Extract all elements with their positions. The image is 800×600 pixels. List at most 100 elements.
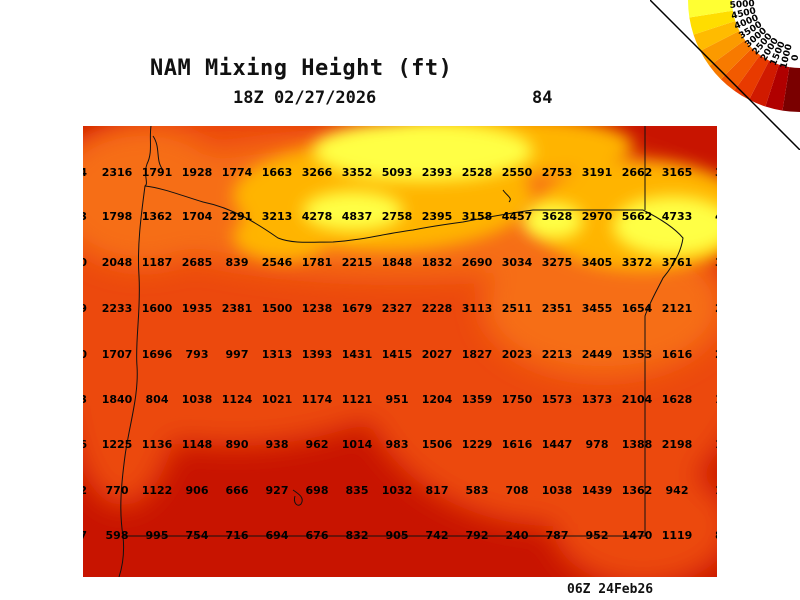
state-boundaries <box>118 126 684 577</box>
grid-value: 89 <box>715 529 717 542</box>
grid-value: 1038 <box>182 393 213 406</box>
grid-value: 4837 <box>342 210 373 223</box>
oregon-washington-border <box>144 185 643 243</box>
forecast-hour: 84 <box>532 88 553 108</box>
legend-level-label: 0 <box>791 54 800 61</box>
grid-value: 1148 <box>182 438 213 451</box>
grid-value: 3266 <box>302 166 333 179</box>
legend-diagonal <box>650 0 800 150</box>
grid-value: 1415 <box>382 348 413 361</box>
grid-value: 2753 <box>542 166 573 179</box>
legend-wedge <box>749 60 779 107</box>
grid-value: 2215 <box>342 256 373 269</box>
grid-value: 2546 <box>262 256 293 269</box>
mixing-height-map: 4 2316 1791 1928 1774 1663 3266 3352 5093 2393 252… <box>83 126 717 577</box>
valid-time: 18Z 02/27/2026 <box>233 88 377 108</box>
grid-value: 1122 <box>142 484 173 497</box>
grid-value: 839 <box>226 256 249 269</box>
grid-value: 3 <box>83 393 87 406</box>
grid-value: 1774 <box>222 166 253 179</box>
grid-value: 1014 <box>342 438 373 451</box>
grid-value: 1393 <box>302 348 333 361</box>
grid-value: 2 <box>83 484 87 497</box>
grid-value: 1704 <box>182 210 213 223</box>
grid-value: 1229 <box>462 438 493 451</box>
grid-value: 938 <box>266 438 289 451</box>
grid-value: 287 <box>715 302 717 315</box>
grid-value: 150 <box>715 393 717 406</box>
grid-value: 1373 <box>582 393 613 406</box>
grid-value: 6 <box>83 438 87 451</box>
grid-value: 0 <box>83 256 87 269</box>
grid-value: 4278 <box>302 210 333 223</box>
grid-value: 906 <box>186 484 209 497</box>
grid-value: 978 <box>586 438 609 451</box>
grid-value: 1628 <box>662 393 693 406</box>
grid-value: 742 <box>426 529 449 542</box>
grid-value: 2758 <box>382 210 413 223</box>
grid-value: 2213 <box>542 348 573 361</box>
grid-value: 3191 <box>582 166 613 179</box>
grid-value: 1204 <box>422 393 453 406</box>
grid-value: 2685 <box>182 256 213 269</box>
grid-value: 2351 <box>542 302 573 315</box>
grid-value: 983 <box>386 438 409 451</box>
grid-value: 951 <box>386 393 409 406</box>
grid-value: 3352 <box>342 166 373 179</box>
grid-value: 1798 <box>102 210 133 223</box>
grid-value: 115 <box>715 484 717 497</box>
grid-value: 698 <box>306 484 329 497</box>
grid-value: 1124 <box>222 393 253 406</box>
legend-wedge <box>782 67 800 112</box>
grid-value: 832 <box>346 529 369 542</box>
grid-value: 3213 <box>262 210 293 223</box>
grid-value: 2449 <box>582 348 613 361</box>
grid-value: 835 <box>346 484 369 497</box>
init-time: 06Z 24Feb26 <box>567 582 654 597</box>
coastline <box>118 126 152 577</box>
grid-value: 1470 <box>622 529 653 542</box>
grid-value: 1696 <box>142 348 173 361</box>
grid-value: 1359 <box>462 393 493 406</box>
grid-value: 2393 <box>422 166 453 179</box>
chart-title: NAM Mixing Height (ft) <box>150 56 453 81</box>
grid-value: 676 <box>306 529 329 542</box>
grid-value: 962 <box>306 438 329 451</box>
grid-value: 5093 <box>382 166 413 179</box>
grid-value: 1021 <box>262 393 293 406</box>
oregon-idaho-border <box>642 209 684 536</box>
legend-wedge <box>700 30 745 66</box>
legend-wedge <box>765 64 790 111</box>
legend-wedge <box>689 10 736 35</box>
grid-value: 1313 <box>262 348 293 361</box>
legend-wedge <box>734 55 770 100</box>
grid-value: 1032 <box>382 484 413 497</box>
grid-value: 2023 <box>502 348 533 361</box>
grid-value: 1506 <box>422 438 453 451</box>
grid-value: 1174 <box>302 393 333 406</box>
grid-value: 2381 <box>222 302 253 315</box>
grid-value: 3113 <box>462 302 493 315</box>
lake-feature <box>292 489 303 506</box>
grid-value: 598 <box>106 529 129 542</box>
grid-value: 942 <box>666 484 689 497</box>
grid-value: 1225 <box>102 438 133 451</box>
grid-value: 4457 <box>502 210 533 223</box>
grid-value: 215 <box>715 348 717 361</box>
grid-value: 4733 <box>662 210 693 223</box>
grid-value: 1616 <box>502 438 533 451</box>
grid-value: 1500 <box>262 302 293 315</box>
grid-value: 2528 <box>462 166 493 179</box>
grid-value: 1353 <box>622 348 653 361</box>
grid-value: 770 <box>106 484 129 497</box>
grid-value: 1750 <box>502 393 533 406</box>
grid-value: 1935 <box>182 302 213 315</box>
grid-value: 3165 <box>662 166 693 179</box>
grid-value: 1447 <box>542 438 573 451</box>
grid-value: 905 <box>386 529 409 542</box>
grid-value: 2690 <box>462 256 493 269</box>
grid-value: 1827 <box>462 348 493 361</box>
grid-value: 952 <box>586 529 609 542</box>
grid-value: 1781 <box>302 256 333 269</box>
grid-value: 1573 <box>542 393 573 406</box>
